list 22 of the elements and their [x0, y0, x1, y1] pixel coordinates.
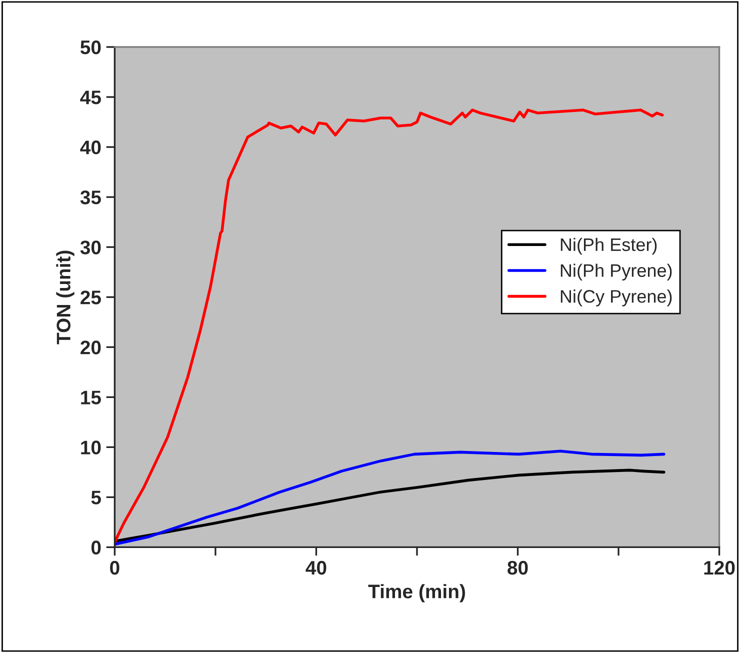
y-tick-label: 10 — [81, 440, 101, 454]
legend-label: Ni(Ph Pyrene) — [560, 264, 672, 281]
y-tick-label: 5 — [91, 490, 101, 504]
legend-label: Ni(Ph Ester) — [560, 238, 657, 255]
y-tick-label: 35 — [80, 190, 101, 204]
y-tick-label: 50 — [80, 40, 101, 54]
line-series — [114, 468, 666, 543]
y-axis-title: TON (unit) — [56, 250, 74, 344]
y-tick-label: 15 — [81, 390, 101, 404]
y-tick-label: 0 — [91, 540, 101, 554]
x-tick-label: 40 — [306, 560, 326, 575]
line-series — [114, 450, 666, 546]
y-tick-label: 25 — [80, 290, 101, 304]
x-axis-title: Time (min) — [368, 584, 466, 602]
x-tick-label: 120 — [704, 560, 735, 575]
y-tick-label: 45 — [80, 90, 101, 104]
x-tick-label: 80 — [508, 560, 528, 575]
legend-label: Ni(Cy Pyrene) — [560, 290, 672, 306]
x-tick-label: 0 — [110, 560, 120, 575]
y-tick-label: 20 — [80, 340, 101, 354]
y-tick-label: 40 — [80, 140, 101, 154]
y-tick-label: 30 — [80, 240, 101, 254]
